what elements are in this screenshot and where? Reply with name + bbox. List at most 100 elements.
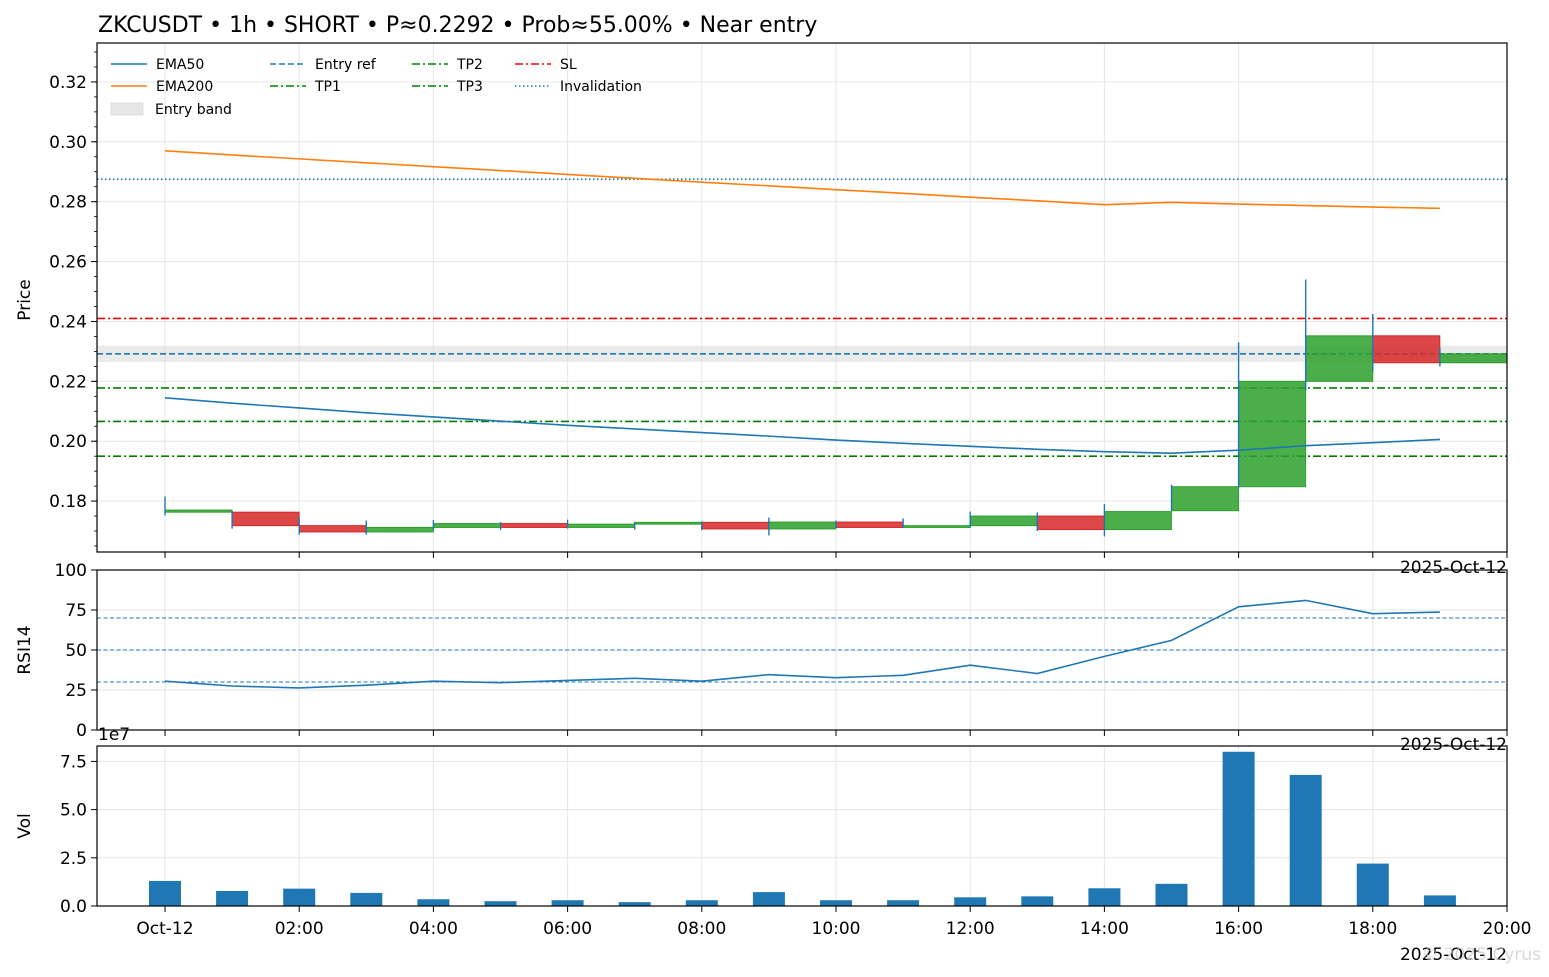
candle-body xyxy=(1103,511,1172,531)
x-tick-label: 04:00 xyxy=(409,919,458,939)
volume-offset-text: 1e7 xyxy=(98,725,130,745)
y-tick-label: 0 xyxy=(76,721,87,741)
y-tick-label: 5.0 xyxy=(60,801,87,821)
x-tick-label: 10:00 xyxy=(812,919,861,939)
candle-body xyxy=(432,523,501,528)
volume-bar xyxy=(1155,883,1188,906)
rsi-reference-lines xyxy=(97,617,1507,683)
volume-bar xyxy=(149,880,181,906)
price-ylabel: Price xyxy=(15,279,35,320)
volume-bar xyxy=(1222,751,1255,906)
watermark: © 2025 Cyrus xyxy=(1421,945,1541,965)
panel-frame xyxy=(96,745,1508,907)
candle-body xyxy=(835,521,904,528)
y-tick-label: 2.5 xyxy=(60,849,87,869)
candle-body xyxy=(298,525,367,533)
ema-lines xyxy=(164,149,1440,454)
volume-bar xyxy=(1289,774,1322,906)
rsi-line xyxy=(164,599,1440,689)
price-x-offset-label: 2025-Oct-12 xyxy=(1400,558,1507,578)
legend-label-invalidation: Invalidation xyxy=(560,79,642,95)
price-candles xyxy=(164,279,1508,537)
legend-label-tp1: TP1 xyxy=(314,79,341,95)
x-tick-label: 02:00 xyxy=(275,919,324,939)
y-tick-label: 100 xyxy=(55,561,87,581)
volume-bar xyxy=(484,901,517,906)
volume-bar xyxy=(283,888,316,906)
volume-bar xyxy=(350,892,383,906)
candle-body xyxy=(1036,515,1105,531)
legend-swatch-entry-band xyxy=(110,102,144,116)
y-tick-label: 0.18 xyxy=(49,492,87,512)
volume-bars xyxy=(149,751,1456,906)
rsi-panel: 0 25 50 75 100 RSI14 2025-Oct-12 xyxy=(15,561,1508,755)
volume-ylabel: Vol xyxy=(15,813,35,838)
x-tick-label: Oct-12 xyxy=(136,919,193,939)
volume-bar xyxy=(820,900,852,906)
x-tick-label: 12:00 xyxy=(946,919,995,939)
candle-body xyxy=(164,509,233,513)
y-tick-label: 0.24 xyxy=(49,312,87,332)
legend: EMA50 EMA200 Entry band Entry ref TP1 TP… xyxy=(110,57,642,118)
x-tick-label: 20:00 xyxy=(1483,919,1532,939)
volume-bar xyxy=(551,900,584,906)
volume-bar xyxy=(1088,888,1121,906)
volume-x-offset-label: 2025-Oct-12 xyxy=(1400,945,1507,965)
y-tick-label: 0.0 xyxy=(60,897,87,917)
legend-label-entry-band: Entry band xyxy=(155,102,232,118)
x-tick-label: 18:00 xyxy=(1348,919,1397,939)
candle-body xyxy=(1238,380,1307,488)
candle-body xyxy=(1439,353,1508,364)
rsi-ylabel: RSI14 xyxy=(15,625,35,674)
price-panel: 0.18 0.20 0.22 0.24 0.26 0.28 0.30 0.32 Price 2… xyxy=(15,42,1508,578)
volume-bar xyxy=(1021,896,1054,906)
y-tick-label: 50 xyxy=(65,641,87,661)
volume-bar xyxy=(685,900,718,906)
x-tick-label: 14:00 xyxy=(1080,919,1129,939)
volume-bar xyxy=(417,899,450,906)
candle-body xyxy=(1372,335,1441,364)
y-tick-label: 0.28 xyxy=(49,193,87,213)
legend-label-tp2: TP2 xyxy=(456,57,483,73)
volume-bar xyxy=(1356,863,1389,906)
ema50-line xyxy=(164,397,1440,454)
y-tick-label: 75 xyxy=(65,601,87,621)
y-tick-label: 0.30 xyxy=(49,133,87,153)
legend-label-ema200: EMA200 xyxy=(156,79,213,95)
panel-frame xyxy=(96,42,1508,553)
rsi-line-group xyxy=(164,599,1440,689)
candle-body xyxy=(500,523,568,528)
candle-body xyxy=(969,515,1038,527)
volume-bar xyxy=(752,892,785,906)
legend-label-entry-ref: Entry ref xyxy=(315,57,377,73)
candle-body xyxy=(701,521,770,530)
legend-label-ema50: EMA50 xyxy=(156,57,204,73)
x-tick-label: 16:00 xyxy=(1214,919,1263,939)
candle-body xyxy=(1305,335,1374,382)
candle-body xyxy=(1171,486,1239,512)
volume-bar xyxy=(1423,895,1456,906)
candle-body xyxy=(902,525,971,528)
candle-body xyxy=(634,521,703,525)
volume-panel: Oct-12 02:00 04:00 06:00 08:00 10:00 12:00 14:0… xyxy=(15,725,1532,965)
legend-label-tp3: TP3 xyxy=(456,79,483,95)
volume-bar xyxy=(216,890,249,906)
y-tick-label: 25 xyxy=(65,681,87,701)
rsi-axes: 0 25 50 75 100 xyxy=(55,561,1508,741)
x-tick-label: 08:00 xyxy=(677,919,726,939)
y-tick-label: 7.5 xyxy=(60,752,87,772)
panel-frame xyxy=(96,569,1508,731)
y-tick-label: 0.22 xyxy=(49,372,87,392)
candle-body xyxy=(365,526,434,533)
volume-bar xyxy=(954,897,987,906)
x-tick-label: 06:00 xyxy=(543,919,592,939)
candle-body xyxy=(231,511,300,527)
volume-bar xyxy=(618,902,651,906)
y-tick-label: 0.32 xyxy=(49,73,87,93)
rsi-x-offset-label: 2025-Oct-12 xyxy=(1400,735,1507,755)
volume-axes: Oct-12 02:00 04:00 06:00 08:00 10:00 12:00 14:0… xyxy=(60,745,1532,939)
candle-body xyxy=(567,523,636,528)
chart-title: ZKCUSDT • 1h • SHORT • P≈0.2292 • Prob≈5… xyxy=(98,13,817,38)
ema200-line xyxy=(164,149,1440,210)
